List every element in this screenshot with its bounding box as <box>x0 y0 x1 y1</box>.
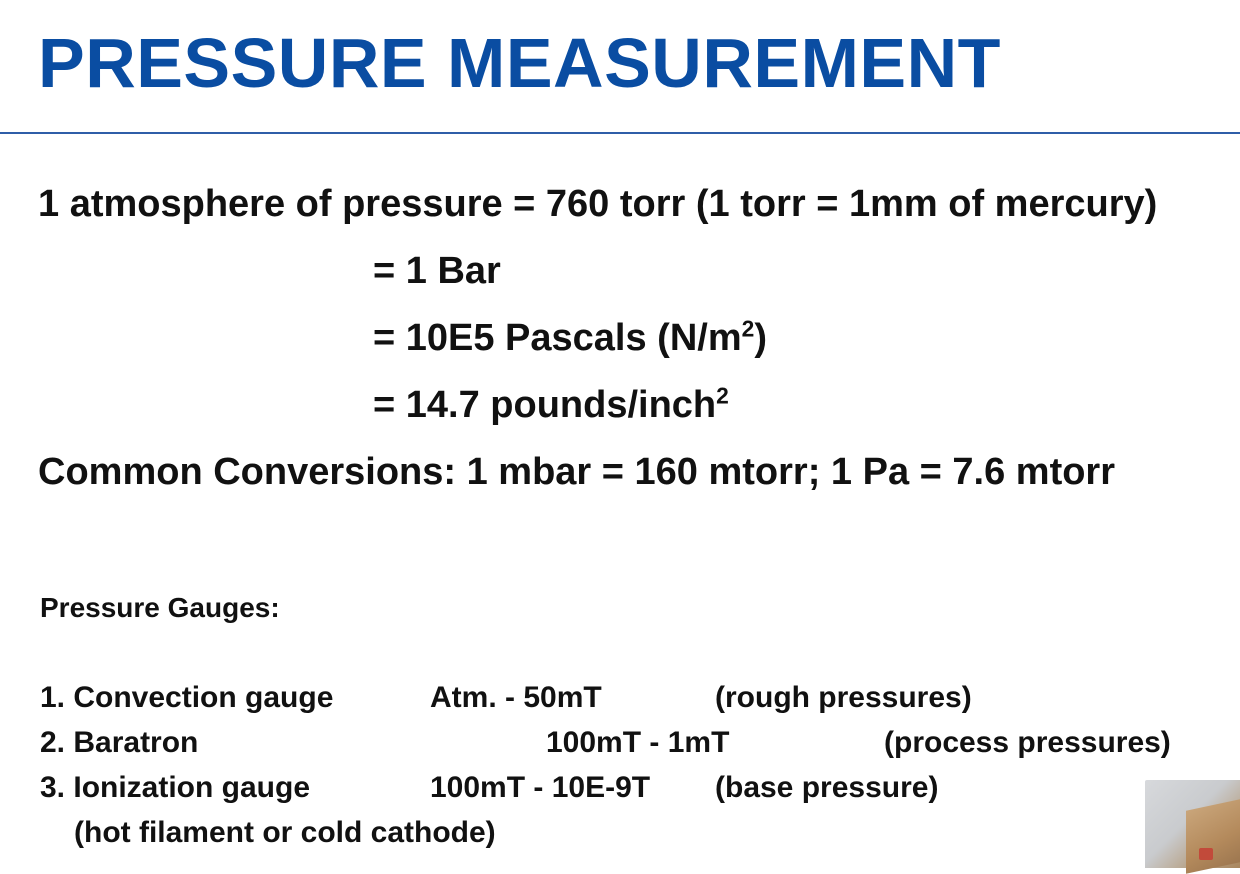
ionization-gauge-subnote: (hot filament or cold cathode) <box>74 816 496 849</box>
equivalence-line-2: = 1 Bar <box>373 250 501 292</box>
page-title: PRESSURE MEASUREMENT <box>38 24 1001 102</box>
gauge-name: 1. Convection gauge <box>40 681 334 714</box>
gauges-heading: Pressure Gauges: <box>40 592 280 623</box>
superscript-two: 2 <box>716 382 729 409</box>
equivalence-line-3-end: ) <box>754 317 767 359</box>
gauge-name: 3. Ionization gauge <box>40 771 311 804</box>
equivalence-line-4-text: = 14.7 pounds/inch <box>373 384 717 426</box>
gauge-range: 100mT - 1mT <box>546 726 730 759</box>
gauge-name: 2. Baratron <box>40 726 199 759</box>
gauge-photo-box <box>1186 799 1240 874</box>
title-divider <box>0 132 1240 134</box>
equivalence-line-1: 1 atmosphere of pressure = 760 torr (1 t… <box>38 183 1158 225</box>
gauge-note: (base pressure) <box>715 771 939 804</box>
gauge-range: 100mT - 10E-9T <box>430 771 651 804</box>
common-conversions: Common Conversions: 1 mbar = 160 mtorr; … <box>38 451 1116 493</box>
gauge-note: (rough pressures) <box>715 681 972 714</box>
equivalence-line-3-text: = 10E5 Pascals (N/m <box>373 317 742 359</box>
equivalence-line-4: = 14.7 pounds/inch2 <box>373 384 729 426</box>
superscript-two: 2 <box>741 315 755 342</box>
gauge-photo-label-mark <box>1199 848 1213 860</box>
equivalence-line-3: = 10E5 Pascals (N/m2) <box>373 317 767 359</box>
gauge-range: Atm. - 50mT <box>430 681 602 714</box>
gauge-note: (process pressures) <box>884 726 1171 759</box>
